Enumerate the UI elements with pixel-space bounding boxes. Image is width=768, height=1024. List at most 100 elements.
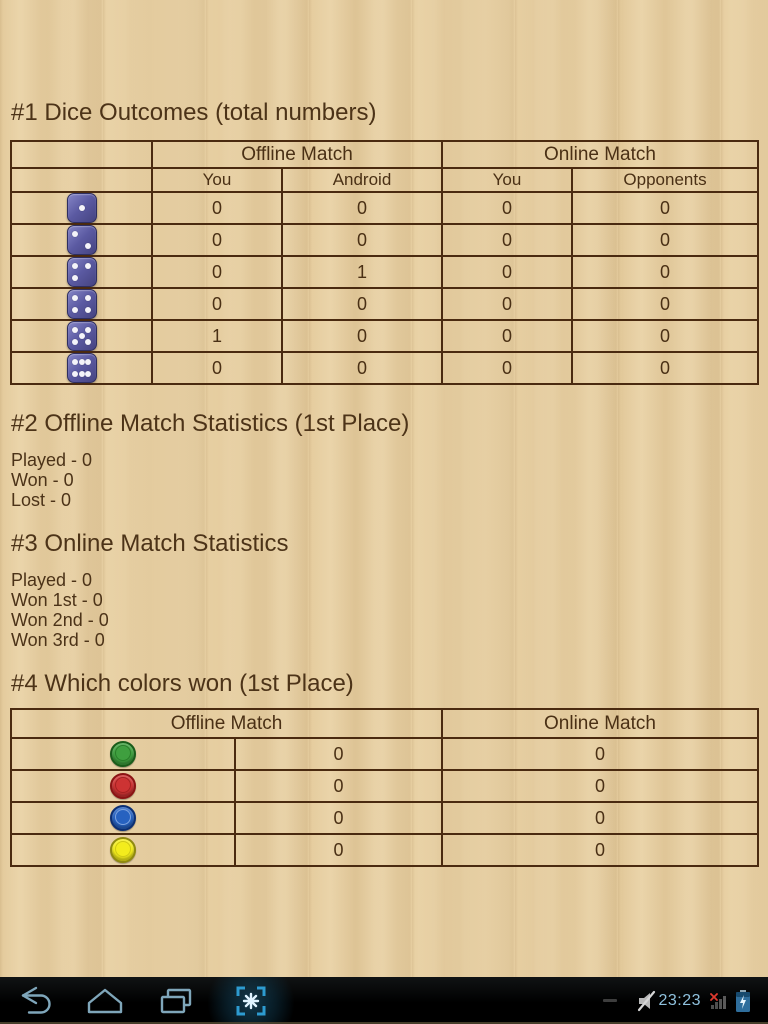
dice-table-corner-cell	[10, 140, 153, 169]
home-button[interactable]	[83, 984, 127, 1018]
cell-value: 0	[234, 769, 443, 803]
blue-token-icon	[110, 805, 136, 831]
colors-won-table: Offline Match Online Match 0 0 0 0 0 0 0…	[10, 708, 759, 867]
screenshot-capture-button[interactable]	[229, 984, 273, 1018]
cell-value: 0	[441, 801, 759, 835]
cell-value: 1	[151, 319, 283, 353]
dice-table-empty-cell	[10, 167, 153, 193]
online-stats-lines: Played - 0 Won 1st - 0 Won 2nd - 0 Won 3…	[11, 570, 109, 650]
table-row: 0 0	[10, 737, 759, 771]
table-row: 0 0 0 0	[10, 351, 760, 385]
cell-value: 0	[234, 737, 443, 771]
cell-value: 1	[281, 255, 443, 289]
table-row: 0 0	[10, 801, 759, 835]
die-pip	[72, 262, 79, 269]
die-pip	[84, 371, 91, 378]
die-pip	[78, 371, 85, 378]
die-pip	[72, 307, 79, 314]
cell-value: 0	[151, 351, 283, 385]
token-ring	[115, 745, 131, 761]
cell-value: 0	[570, 223, 760, 257]
cell-value: 0	[570, 255, 760, 289]
die-pip	[78, 205, 85, 211]
cell-value: 0	[151, 255, 283, 289]
die-pip	[72, 230, 79, 237]
cell-value: 0	[441, 833, 759, 867]
die-pip	[84, 326, 91, 333]
cell-value: 0	[151, 287, 283, 321]
die-pip	[84, 358, 91, 365]
online-match-group-header: Online Match	[441, 708, 759, 739]
section3-title: #3 Online Match Statistics	[11, 530, 289, 557]
die-pip	[78, 358, 85, 365]
token-ring	[115, 777, 131, 793]
die-pip	[72, 326, 79, 333]
red-token-icon	[110, 773, 136, 799]
battery-charging-icon	[736, 989, 750, 1012]
system-navigation-bar: 23:23	[0, 977, 768, 1024]
online-match-group-header: Online Match	[440, 140, 760, 169]
table-row: 0 0	[10, 769, 759, 803]
die-3-icon	[66, 258, 97, 286]
section1-title: #1 Dice Outcomes (total numbers)	[11, 99, 377, 126]
cell-value: 0	[281, 351, 443, 385]
die-1-icon	[66, 194, 97, 222]
back-button[interactable]	[13, 984, 57, 1018]
die-pip	[72, 358, 79, 365]
online-you-header: You	[441, 167, 573, 193]
table-row: 0 0 0 0	[10, 191, 760, 225]
stat-line: Won 1st - 0	[11, 590, 103, 610]
offline-match-group-header: Offline Match	[151, 140, 443, 169]
screenshot-capture-icon	[236, 986, 266, 1016]
die-pip	[72, 294, 79, 301]
notification-dash-icon	[603, 999, 617, 1002]
dice-outcomes-table: Offline Match Online Match You Android Y…	[10, 140, 760, 385]
offline-android-header: Android	[281, 167, 443, 193]
die-5-icon	[66, 322, 97, 350]
table-row: 0 1 0 0	[10, 255, 760, 289]
die-pip	[84, 307, 91, 314]
die-pip	[84, 294, 91, 301]
battery-status	[735, 977, 751, 1024]
mute-icon	[637, 990, 656, 1011]
no-signal-icon	[710, 992, 726, 1009]
die-2-icon	[66, 226, 97, 254]
table-row: 0 0 0 0	[10, 223, 760, 257]
cell-value: 0	[441, 287, 573, 321]
cell-value: 0	[570, 319, 760, 353]
die-pip	[84, 262, 91, 269]
screen-bottom-edge	[0, 1022, 768, 1024]
back-icon	[21, 986, 51, 1014]
stat-line: Played - 0	[11, 570, 93, 590]
section2-title: #2 Offline Match Statistics (1st Place)	[11, 410, 410, 437]
die-pip	[84, 243, 91, 250]
stat-line: Won - 0	[11, 470, 74, 490]
token-ring	[115, 841, 131, 857]
cell-value: 0	[441, 351, 573, 385]
table-row: 0 0	[10, 833, 759, 867]
die-pip	[84, 339, 91, 346]
table-row: 1 0 0 0	[10, 319, 760, 353]
cell-value: 0	[570, 351, 760, 385]
cell-value: 0	[570, 191, 760, 225]
offline-match-group-header: Offline Match	[10, 708, 443, 739]
signal-status	[709, 977, 729, 1024]
recent-apps-button[interactable]	[154, 984, 198, 1018]
die-4-icon	[66, 290, 97, 318]
cell-value: 0	[441, 223, 573, 257]
clock-time: 23:23	[658, 991, 701, 1009]
recent-apps-icon	[160, 988, 192, 1014]
clock: 23:23	[658, 977, 701, 1024]
cell-value: 0	[281, 287, 443, 321]
cell-value: 0	[234, 801, 443, 835]
notification-area	[603, 977, 617, 1024]
stat-line: Lost - 0	[11, 490, 72, 510]
cell-value: 0	[570, 287, 760, 321]
die-6-icon	[66, 354, 97, 382]
cell-value: 0	[151, 223, 283, 257]
cell-value: 0	[234, 833, 443, 867]
cell-value: 0	[441, 769, 759, 803]
volume-status	[636, 977, 658, 1024]
section4-title: #4 Which colors won (1st Place)	[11, 670, 354, 697]
